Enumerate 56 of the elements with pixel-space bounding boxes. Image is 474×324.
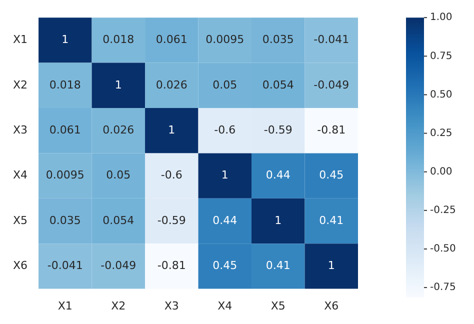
- data-label: 0.45: [319, 168, 344, 182]
- data-label: 0.0095: [206, 33, 244, 46]
- data-label: 0.41: [319, 214, 344, 227]
- data-label: -0.81: [317, 123, 346, 136]
- data-label: -0.6: [214, 123, 236, 136]
- data-label: 0.05: [106, 168, 131, 182]
- data-label: 0.026: [156, 78, 188, 92]
- data-label: 1: [221, 168, 228, 182]
- data-label: -0.049: [314, 78, 350, 92]
- data-label: 0.061: [156, 33, 188, 46]
- x-tick-label: X2: [111, 299, 126, 312]
- x-tick-label: X5: [270, 299, 286, 312]
- data-label: 1: [274, 214, 282, 227]
- data-label: -0.59: [157, 214, 186, 227]
- color-bar-label: 0.25: [430, 128, 452, 139]
- data-label: 1: [168, 123, 176, 136]
- data-label: 0.035: [49, 214, 81, 227]
- y-tick-label: X4: [12, 168, 28, 182]
- data-label: -0.049: [100, 259, 136, 272]
- data-label: 0.45: [212, 259, 238, 272]
- data-label: 0.054: [102, 214, 134, 227]
- x-tick-label: X6: [324, 299, 339, 312]
- color-bar-label: 0.75: [430, 50, 452, 62]
- y-tick-label: X5: [12, 214, 28, 227]
- y-tick-label: X6: [12, 259, 28, 272]
- data-label: 1: [114, 78, 122, 92]
- data-label: 1: [328, 259, 335, 272]
- y-tick-label: X1: [12, 33, 28, 46]
- color-bar-label: 0.00: [430, 166, 452, 178]
- data-label: 0.054: [262, 78, 294, 92]
- data-label: 0.44: [212, 214, 238, 227]
- data-label: -0.041: [314, 33, 350, 46]
- color-bar-label: -0.50: [430, 244, 456, 255]
- data-label: 0.018: [102, 33, 134, 46]
- data-label: 0.44: [266, 168, 290, 182]
- x-tick-label: X3: [164, 299, 179, 312]
- x-tick-label: X4: [218, 299, 232, 312]
- color-bar-label: -0.75: [430, 282, 456, 294]
- y-tick-label: X3: [12, 123, 28, 136]
- data-label: 0.035: [262, 33, 294, 46]
- data-label: 0.05: [212, 78, 238, 92]
- data-label: 0.41: [266, 259, 290, 272]
- data-label: 0.026: [102, 123, 134, 136]
- color-bar-label: 0.50: [430, 89, 452, 100]
- data-label: -0.041: [47, 259, 83, 272]
- data-label: 0.0095: [46, 168, 84, 182]
- color-bar-label: 1.00: [430, 12, 452, 24]
- color-bar-label: -0.25: [430, 205, 456, 216]
- data-label: -0.59: [264, 123, 292, 136]
- y-tick-label: X2: [12, 78, 28, 92]
- data-label: 1: [62, 33, 69, 46]
- data-label: -0.6: [160, 168, 182, 182]
- data-label: 0.061: [49, 123, 81, 136]
- data-label: 0.018: [49, 78, 81, 92]
- x-tick-label: X1: [58, 299, 72, 312]
- data-label: -0.81: [157, 259, 186, 272]
